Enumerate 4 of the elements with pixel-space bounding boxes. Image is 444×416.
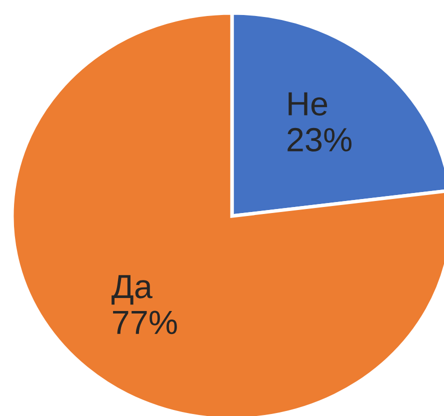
data-label: 23% <box>288 128 352 152</box>
slice-label: Не <box>288 92 328 116</box>
slice-label: Да <box>112 275 152 305</box>
data-label: 77% <box>113 310 177 334</box>
